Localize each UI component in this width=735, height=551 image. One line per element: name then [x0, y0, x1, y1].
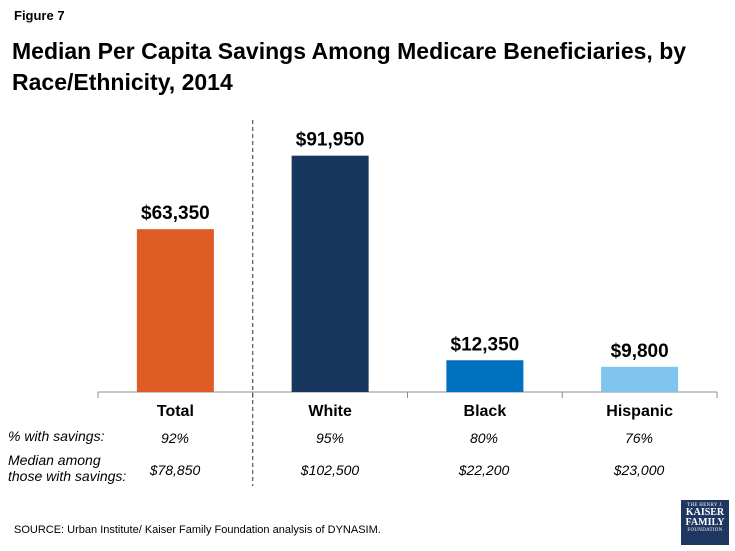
bar-white	[291, 155, 369, 392]
pct-savings-white: 95%	[315, 430, 345, 446]
value-label-white: $91,950	[296, 130, 365, 151]
pct-savings-black: 80%	[469, 430, 499, 446]
pct-savings-hispanic: 76%	[624, 430, 654, 446]
category-label-white: White	[308, 403, 352, 420]
category-label-hispanic: Hispanic	[606, 403, 673, 420]
row-label-pct-savings: % with savings:	[8, 428, 105, 444]
bar-total	[136, 229, 214, 392]
value-label-hispanic: $9,800	[611, 341, 669, 362]
median-savings-white: $102,500	[300, 462, 360, 478]
category-label-total: Total	[157, 403, 194, 420]
median-savings-black: $22,200	[458, 462, 510, 478]
bar-black	[446, 360, 524, 392]
value-label-total: $63,350	[141, 203, 210, 224]
bar-hispanic	[601, 366, 679, 392]
chart-title: Median Per Capita Savings Among Medicare…	[12, 38, 687, 95]
row-label-median-savings: Median among those with savings:	[8, 452, 127, 484]
median-savings-hispanic: $23,000	[613, 462, 665, 478]
median-savings-total: $78,850	[149, 462, 201, 478]
pct-savings-total: 92%	[160, 430, 190, 446]
source-note: SOURCE: Urban Institute/ Kaiser Family F…	[14, 524, 381, 536]
figure-label: Figure 7	[14, 8, 65, 23]
kff-logo: THE HENRY J. KAISER FAMILY FOUNDATION	[681, 500, 729, 545]
value-label-black: $12,350	[451, 334, 520, 355]
category-label-black: Black	[464, 403, 507, 420]
